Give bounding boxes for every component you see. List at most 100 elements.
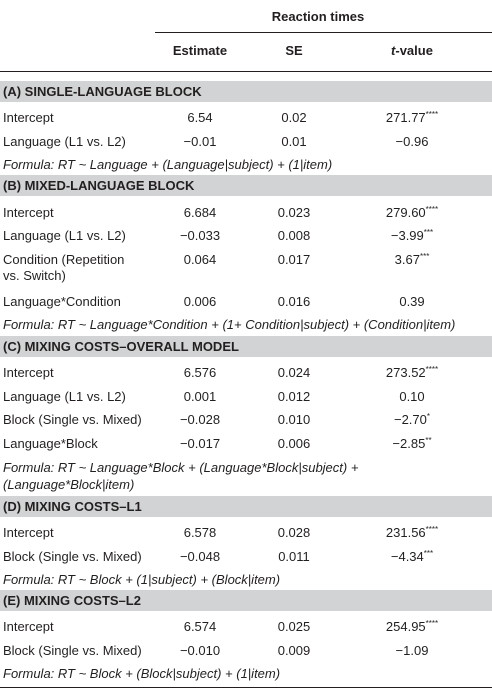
row-t-number: 279.60 [385, 205, 426, 220]
row-t-value: 231.56**** [352, 525, 472, 541]
header-group-label: Reaction times [271, 9, 365, 24]
header-estimate: Estimate [172, 43, 228, 58]
row-significance: *** [423, 549, 434, 558]
header-t-italic: t [391, 43, 396, 58]
row-significance: *** [419, 252, 430, 261]
formula-text: Formula: RT ~ Language*Condition + (1+ C… [3, 317, 456, 332]
formula-text-line2: (Language*Block|item) [3, 477, 135, 492]
row-estimate: 6.574 [183, 619, 217, 634]
row-estimate: −0.010 [179, 643, 221, 658]
row-label: Language (L1 vs. L2) [3, 389, 126, 404]
row-t-number: 3.67 [394, 252, 420, 267]
formula-text: Formula: RT ~ Language + (Language|subje… [3, 157, 333, 172]
row-label: Intercept [3, 619, 54, 634]
row-t-value: −3.99*** [352, 228, 472, 244]
row-se: 0.010 [277, 412, 311, 427]
row-se: 0.011 [278, 549, 310, 564]
row-t-value: 273.52**** [352, 365, 472, 381]
row-label: Condition (Repetition [3, 252, 125, 267]
row-label: Language (L1 vs. L2) [3, 228, 126, 243]
row-t-number: −0.96 [395, 134, 429, 149]
row-se: 0.02 [281, 110, 307, 125]
row-se: 0.008 [277, 228, 311, 243]
header-t-value: t-value [352, 43, 472, 59]
row-se: 0.028 [277, 525, 311, 540]
row-t-number: −2.70 [393, 412, 427, 427]
row-label: Block (Single vs. Mixed) [3, 643, 142, 658]
row-significance: * [426, 412, 431, 421]
row-se: 0.009 [277, 643, 311, 658]
formula-text: Formula: RT ~ Language*Block + (Language… [3, 460, 359, 475]
row-label-line2: vs. Switch) [3, 268, 66, 283]
row-label: Block (Single vs. Mixed) [3, 549, 142, 564]
row-estimate: 6.684 [183, 205, 217, 220]
row-estimate: −0.01 [183, 134, 217, 149]
row-t-number: 0.39 [399, 294, 425, 309]
row-label: Intercept [3, 365, 54, 380]
row-estimate: 6.578 [183, 525, 217, 540]
section-a-title: (A) SINGLE-LANGUAGE BLOCK [0, 81, 492, 102]
row-label: Language*Block [3, 436, 98, 451]
section-b-title: (B) MIXED-LANGUAGE BLOCK [0, 175, 492, 196]
row-se: 0.023 [277, 205, 311, 220]
row-t-value: −4.34*** [352, 549, 472, 565]
formula-text: Formula: RT ~ Block + (1|subject) + (Blo… [3, 572, 281, 587]
row-t-value: −0.96 [352, 134, 472, 150]
row-label: Intercept [3, 110, 54, 125]
row-significance: **** [425, 619, 439, 628]
row-label: Intercept [3, 205, 54, 220]
row-t-number: −3.99 [390, 228, 424, 243]
row-estimate: 6.54 [187, 110, 213, 125]
section-c-title-text: (C) MIXING COSTS–OVERALL MODEL [3, 339, 239, 354]
header-se: SE [285, 43, 303, 58]
row-estimate: 0.006 [183, 294, 217, 309]
header-group-rule [155, 32, 492, 33]
row-se: 0.017 [277, 252, 311, 267]
row-estimate: 0.064 [183, 252, 217, 267]
row-estimate: −0.028 [179, 412, 221, 427]
row-significance: *** [423, 228, 434, 237]
table-bottom-rule [0, 687, 492, 688]
row-estimate: −0.048 [179, 549, 221, 564]
row-label: Language*Condition [3, 294, 121, 309]
row-se: 0.006 [277, 436, 311, 451]
section-a-title-text: (A) SINGLE-LANGUAGE BLOCK [3, 84, 202, 99]
row-t-number: 271.77 [385, 110, 426, 125]
row-se: 0.024 [277, 365, 311, 380]
row-estimate: 0.001 [183, 389, 217, 404]
row-estimate: −0.017 [179, 436, 221, 451]
row-t-value: 0.39 [352, 294, 472, 310]
row-significance: **** [425, 205, 439, 214]
row-se: 0.012 [277, 389, 311, 404]
section-c-title: (C) MIXING COSTS–OVERALL MODEL [0, 336, 492, 357]
row-t-value: 3.67*** [352, 252, 472, 268]
row-t-number: −4.34 [390, 549, 424, 564]
row-t-number: 254.95 [385, 619, 426, 634]
row-t-number: −2.85 [392, 436, 426, 451]
row-t-number: 231.56 [385, 525, 426, 540]
row-label: Language (L1 vs. L2) [3, 134, 126, 149]
row-t-value: −2.85** [352, 436, 472, 452]
row-t-value: 254.95**** [352, 619, 472, 635]
header-bottom-rule [0, 71, 492, 72]
row-t-value: −1.09 [352, 643, 472, 659]
row-t-value: 0.10 [352, 389, 472, 405]
row-t-value: 271.77**** [352, 110, 472, 126]
section-b-title-text: (B) MIXED-LANGUAGE BLOCK [3, 178, 195, 193]
row-significance: ** [425, 436, 432, 445]
row-t-number: 0.10 [399, 389, 425, 404]
section-e-title-text: (E) MIXING COSTS–L2 [3, 593, 141, 608]
row-label: Intercept [3, 525, 54, 540]
row-significance: **** [425, 365, 439, 374]
row-se: 0.01 [281, 134, 307, 149]
header-t-rest: -value [395, 43, 433, 58]
row-t-number: 273.52 [385, 365, 426, 380]
row-se: 0.016 [277, 294, 311, 309]
formula-text: Formula: RT ~ Block + (Block|subject) + … [3, 666, 281, 681]
row-se: 0.025 [277, 619, 311, 634]
row-label: Block (Single vs. Mixed) [3, 412, 142, 427]
row-estimate: −0.033 [179, 228, 221, 243]
row-t-number: −1.09 [395, 643, 429, 658]
row-estimate: 6.576 [183, 365, 217, 380]
